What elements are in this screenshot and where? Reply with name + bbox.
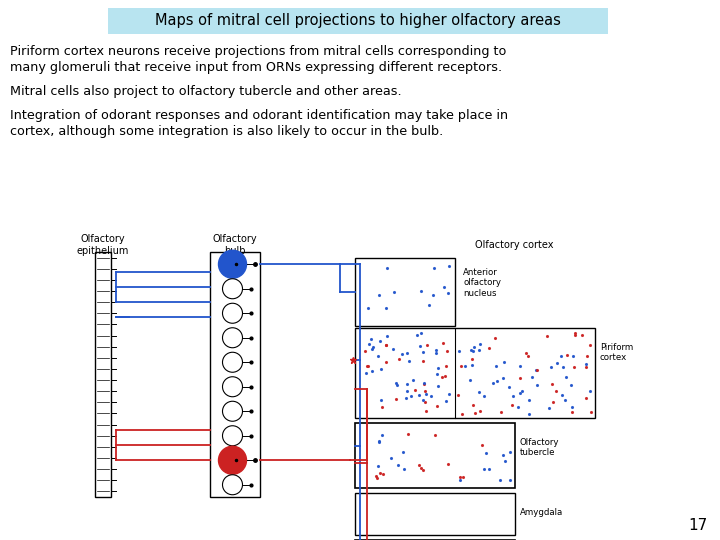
Text: Mitral cells also project to olfactory tubercle and other areas.: Mitral cells also project to olfactory t…	[10, 85, 402, 98]
Text: Olfactory
epithelium: Olfactory epithelium	[77, 234, 129, 255]
Text: Integration of odorant responses and odorant identification may take place in: Integration of odorant responses and odo…	[10, 109, 508, 122]
Bar	[95, 252, 111, 497]
Text: cortex, although some integration is also likely to occur in the bulb.: cortex, although some integration is als…	[10, 125, 444, 138]
Circle shape	[222, 328, 243, 348]
Text: many glomeruli that receive input from ORNs expressing different receptors.: many glomeruli that receive input from O…	[10, 61, 502, 74]
Circle shape	[222, 303, 243, 323]
Bar	[210, 252, 260, 497]
Text: Amygdala: Amygdala	[520, 508, 563, 517]
Text: Maps of mitral cell projections to higher olfactory areas: Maps of mitral cell projections to highe…	[155, 14, 561, 29]
Text: Olfactory cortex: Olfactory cortex	[475, 240, 554, 250]
Bar	[355, 423, 515, 488]
Circle shape	[222, 401, 243, 421]
Text: Olfactory
bulb: Olfactory bulb	[212, 234, 257, 255]
Circle shape	[218, 250, 246, 278]
Bar	[108, 8, 608, 34]
Circle shape	[222, 352, 243, 372]
Circle shape	[218, 446, 246, 474]
Bar	[355, 328, 595, 418]
Bar	[355, 493, 515, 535]
Text: Olfactory
tubercle: Olfactory tubercle	[520, 438, 559, 457]
Text: Piriform cortex neurons receive projections from mitral cells corresponding to: Piriform cortex neurons receive projecti…	[10, 45, 506, 58]
Circle shape	[222, 475, 243, 495]
Text: Piriform
cortex: Piriform cortex	[600, 343, 634, 362]
Text: 17: 17	[689, 518, 708, 533]
Circle shape	[222, 426, 243, 446]
Text: Anterior
olfactory
nucleus: Anterior olfactory nucleus	[463, 268, 501, 298]
Bar	[355, 258, 455, 326]
Circle shape	[222, 377, 243, 397]
Circle shape	[222, 279, 243, 299]
